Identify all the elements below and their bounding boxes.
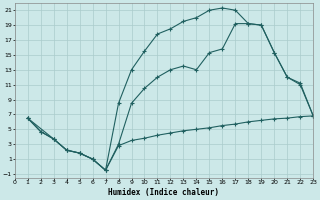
X-axis label: Humidex (Indice chaleur): Humidex (Indice chaleur) — [108, 188, 220, 197]
